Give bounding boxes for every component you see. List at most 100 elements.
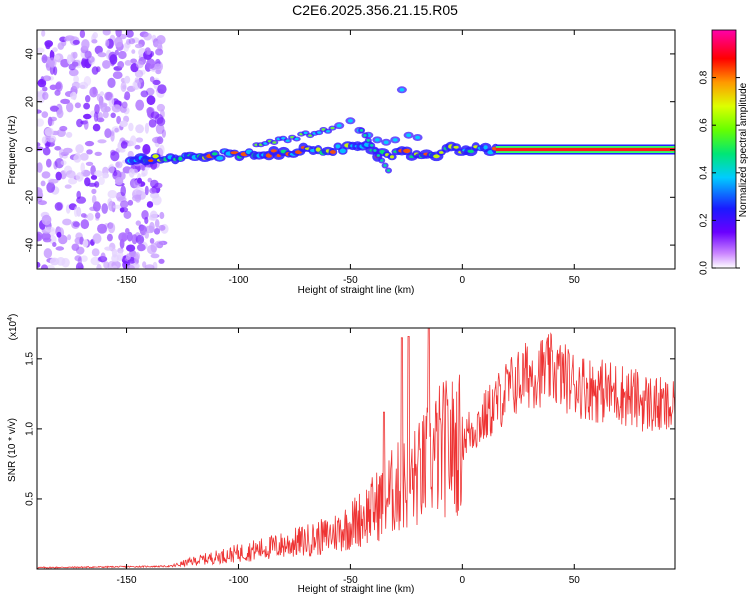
noise-blob: [73, 154, 82, 163]
ridge-core: [433, 154, 440, 159]
noise-blob: [52, 47, 58, 53]
noise-blob: [102, 111, 109, 119]
descending-core: [380, 159, 384, 162]
noise-blob: [52, 242, 57, 247]
ridge-core: [390, 155, 394, 159]
noise-blob: [110, 112, 116, 119]
cluster-core: [383, 140, 389, 145]
spectrogram-data: [37, 30, 675, 269]
noise-blob: [56, 108, 64, 119]
spectrogram-axes: -150 -100 -50 0 50 -40 -20 0 20 40: [25, 30, 675, 286]
noise-blob: [154, 240, 164, 247]
x-tick-label: 0: [460, 575, 466, 586]
noise-blob: [114, 36, 123, 48]
x-tick-label: -100: [228, 575, 248, 586]
noise-blob: [108, 163, 115, 174]
ridge-core: [467, 149, 475, 153]
noise-blob: [54, 202, 63, 211]
noise-blob: [119, 120, 128, 128]
spectrogram-panel: -150 -100 -50 0 50 -40 -20 0 20 40 Height of stra…: [7, 29, 676, 296]
noise-blob: [134, 69, 144, 78]
noise-blob: [100, 252, 106, 261]
cluster-core: [347, 119, 353, 123]
streak-core: [294, 137, 299, 141]
noise-blob: [118, 50, 127, 60]
noise-blob: [95, 212, 101, 219]
noise-blob: [60, 98, 70, 105]
noise-blob: [97, 52, 107, 58]
noise-blob: [73, 75, 79, 84]
noise-blob: [55, 171, 62, 181]
noise-blob: [96, 263, 102, 269]
noise-blob: [84, 50, 92, 59]
colorbar-tick-label: 0.4: [699, 165, 710, 179]
noise-blob: [109, 54, 118, 65]
noise-blob: [103, 261, 110, 269]
noise-blob: [41, 30, 46, 37]
noise-blob: [85, 95, 91, 103]
cluster-core: [392, 138, 398, 142]
noise-blob: [154, 219, 160, 228]
x-tick-label: -150: [117, 575, 137, 586]
noise-blob: [42, 237, 52, 243]
noise-blob: [102, 172, 109, 179]
noise-blob: [57, 42, 65, 50]
noise-blob: [120, 81, 127, 93]
noise-blob: [144, 47, 151, 55]
noise-blob: [37, 261, 41, 268]
y-tick-label: -40: [25, 237, 36, 252]
x-tick-label: -50: [343, 575, 358, 586]
noise-blob: [76, 118, 83, 128]
noise-blob: [75, 144, 84, 154]
noise-blob: [112, 204, 123, 209]
streak-core: [330, 126, 335, 130]
snr-multiplier-base: (x10: [8, 320, 19, 340]
noise-blob: [135, 234, 145, 245]
noise-blob: [148, 119, 157, 128]
noise-blob: [76, 190, 81, 200]
noise-blob: [77, 256, 82, 267]
noise-blob: [40, 264, 49, 269]
noise-blob: [98, 176, 105, 185]
noise-blob: [41, 111, 49, 118]
cluster-core: [406, 133, 412, 137]
noise-blob: [159, 211, 165, 220]
x-tick-label: -150: [117, 275, 137, 286]
noise-blob: [124, 75, 131, 84]
noise-blob: [104, 91, 113, 101]
descending-core: [360, 129, 364, 132]
noise-blob: [144, 122, 149, 134]
noise-blob: [128, 38, 136, 45]
colorbar-tick-label: 0.8: [699, 70, 710, 84]
ridge-core: [216, 156, 224, 161]
noise-blob: [97, 223, 107, 234]
noise-blob: [110, 151, 120, 162]
noise-blob: [49, 84, 57, 91]
noise-blob: [79, 30, 86, 38]
noise-blob: [82, 239, 89, 248]
noise-blob: [66, 54, 72, 65]
noise-blob: [149, 187, 157, 194]
descending-core: [363, 134, 367, 137]
noise-blob: [65, 170, 76, 179]
streak-core: [326, 130, 330, 133]
noise-blob: [108, 222, 116, 234]
noise-blob: [85, 161, 94, 166]
noise-blob: [153, 228, 161, 235]
noise-blob: [135, 137, 144, 143]
noise-blob: [135, 60, 144, 69]
noise-blob: [152, 79, 161, 85]
spectrogram-y-axis-label: Frequency (Hz): [7, 116, 18, 185]
cluster-core: [415, 135, 421, 140]
noise-blob: [37, 142, 41, 147]
noise-blob: [125, 228, 130, 234]
ridge-core: [439, 151, 444, 154]
noise-blob: [91, 39, 98, 44]
noise-blob: [150, 179, 159, 188]
noise-blob: [114, 104, 121, 110]
ridge-core: [270, 149, 277, 153]
ridge-core: [178, 156, 183, 161]
noise-blob: [49, 257, 60, 266]
noise-blob: [60, 160, 67, 166]
noise-blob: [120, 141, 128, 149]
